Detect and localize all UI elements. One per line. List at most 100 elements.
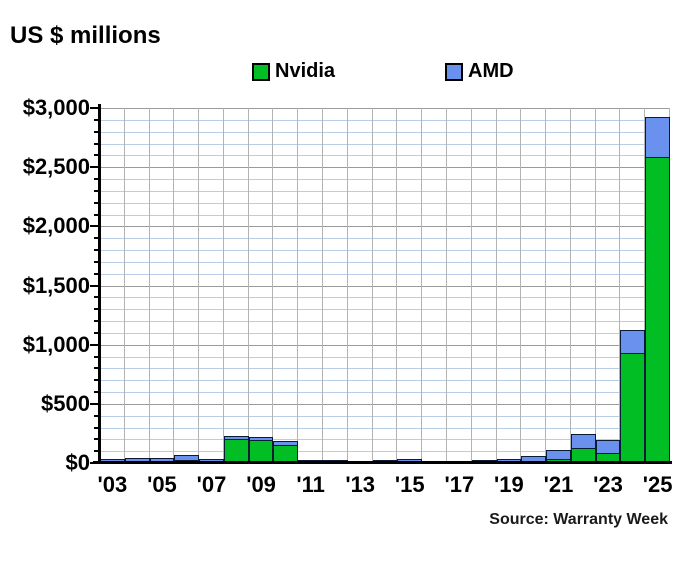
bar-group-07 bbox=[199, 108, 224, 463]
bar-group-06 bbox=[174, 108, 200, 463]
gridline-vertical bbox=[545, 108, 547, 463]
gridline-vertical bbox=[569, 108, 571, 463]
gridline-vertical bbox=[148, 108, 150, 463]
y-axis-label: $0 bbox=[65, 450, 90, 475]
gridline bbox=[100, 415, 670, 417]
y-tick bbox=[94, 272, 100, 275]
gridline bbox=[100, 403, 670, 405]
bar-group-05 bbox=[149, 108, 175, 463]
bar-group-10 bbox=[273, 108, 299, 463]
gridline bbox=[100, 285, 670, 287]
gridline bbox=[100, 179, 670, 180]
x-axis-label: '05 bbox=[147, 472, 177, 497]
y-axis-label: $2,500 bbox=[22, 154, 90, 180]
y-axis-label: $1,000 bbox=[22, 331, 90, 357]
y-tick bbox=[94, 438, 100, 441]
y-tick bbox=[94, 308, 100, 311]
bar-group-14 bbox=[372, 108, 398, 463]
gridline-vertical bbox=[371, 108, 373, 463]
bar-group-21 bbox=[546, 108, 571, 463]
y-tick bbox=[90, 402, 100, 405]
bar-group-24 bbox=[620, 108, 646, 463]
y-tick bbox=[94, 142, 100, 145]
plot-area bbox=[100, 108, 670, 463]
chart-title: US $ millions bbox=[10, 22, 161, 49]
y-tick bbox=[94, 296, 100, 299]
gridline-vertical bbox=[619, 108, 621, 463]
y-axis-label: $3,000 bbox=[22, 95, 90, 120]
bar-group-20 bbox=[521, 108, 547, 463]
gridline-vertical bbox=[594, 108, 596, 463]
bar-segment-nvidia bbox=[620, 352, 646, 463]
x-axis-label: '11 bbox=[296, 472, 325, 497]
bar-group-17 bbox=[446, 108, 472, 463]
bar-segment-amd bbox=[273, 441, 299, 446]
bar-group-11 bbox=[298, 108, 324, 463]
bar-group-13 bbox=[347, 108, 373, 463]
gridline-vertical bbox=[322, 108, 324, 463]
gridline bbox=[100, 297, 670, 299]
x-axis-label: '13 bbox=[345, 472, 376, 497]
y-tick bbox=[94, 237, 100, 240]
y-tick bbox=[94, 391, 100, 393]
bar-series bbox=[100, 108, 670, 463]
bar-segment-amd bbox=[570, 434, 596, 450]
gridline bbox=[100, 273, 670, 275]
bar-segment-nvidia bbox=[223, 438, 249, 463]
gridline bbox=[100, 321, 670, 322]
y-tick bbox=[94, 260, 100, 263]
gridline bbox=[100, 167, 670, 169]
gridline bbox=[100, 131, 670, 133]
bar-segment-amd bbox=[595, 439, 621, 454]
bar-group-23 bbox=[595, 108, 621, 463]
gridline-vertical bbox=[198, 108, 200, 463]
gridline bbox=[100, 214, 670, 216]
y-tick bbox=[94, 249, 100, 251]
gridline bbox=[100, 238, 670, 240]
y-axis-label: $500 bbox=[41, 390, 90, 416]
y-tick bbox=[94, 355, 100, 358]
y-tick bbox=[94, 331, 100, 334]
y-tick bbox=[90, 225, 100, 228]
gridline-vertical bbox=[346, 108, 348, 463]
gridline-vertical bbox=[396, 108, 398, 463]
y-tick bbox=[94, 450, 100, 453]
bar-group-15 bbox=[397, 108, 423, 463]
bar-group-03 bbox=[100, 108, 125, 463]
y-tick bbox=[94, 178, 100, 180]
x-axis-line bbox=[93, 461, 672, 464]
gridline bbox=[100, 392, 670, 393]
y-tick bbox=[94, 154, 100, 157]
gridline bbox=[100, 451, 670, 453]
x-axis-label: '03 bbox=[97, 472, 128, 497]
y-tick bbox=[94, 118, 100, 121]
gridline-vertical bbox=[520, 108, 522, 463]
gridline bbox=[100, 190, 670, 192]
legend-amd-label: AMD bbox=[468, 60, 514, 82]
x-axis-label: '19 bbox=[494, 472, 524, 497]
x-axis-label: '15 bbox=[394, 472, 425, 497]
y-tick bbox=[90, 462, 100, 464]
gridline bbox=[100, 250, 670, 251]
x-axis-label: '23 bbox=[593, 472, 623, 497]
gridline bbox=[100, 439, 670, 441]
gridline-vertical bbox=[495, 108, 497, 463]
gridline bbox=[100, 427, 670, 429]
y-tick bbox=[90, 343, 100, 346]
y-tick bbox=[94, 201, 100, 204]
gridline-vertical bbox=[272, 108, 274, 463]
x-axis-label: '17 bbox=[444, 472, 475, 497]
bar-segment-amd bbox=[645, 116, 670, 159]
bar-group-25 bbox=[645, 108, 670, 463]
gridline-vertical bbox=[297, 108, 299, 463]
gridline-vertical bbox=[247, 108, 249, 463]
gridline bbox=[100, 261, 670, 263]
gridline bbox=[100, 226, 670, 228]
bar-segment-amd bbox=[174, 455, 200, 461]
amd-swatch-icon bbox=[445, 62, 463, 81]
gridline-vertical bbox=[445, 108, 447, 463]
x-axis-label: '21 bbox=[543, 472, 574, 497]
y-tick bbox=[94, 379, 100, 382]
gridline bbox=[100, 108, 670, 109]
gridline bbox=[100, 368, 670, 370]
